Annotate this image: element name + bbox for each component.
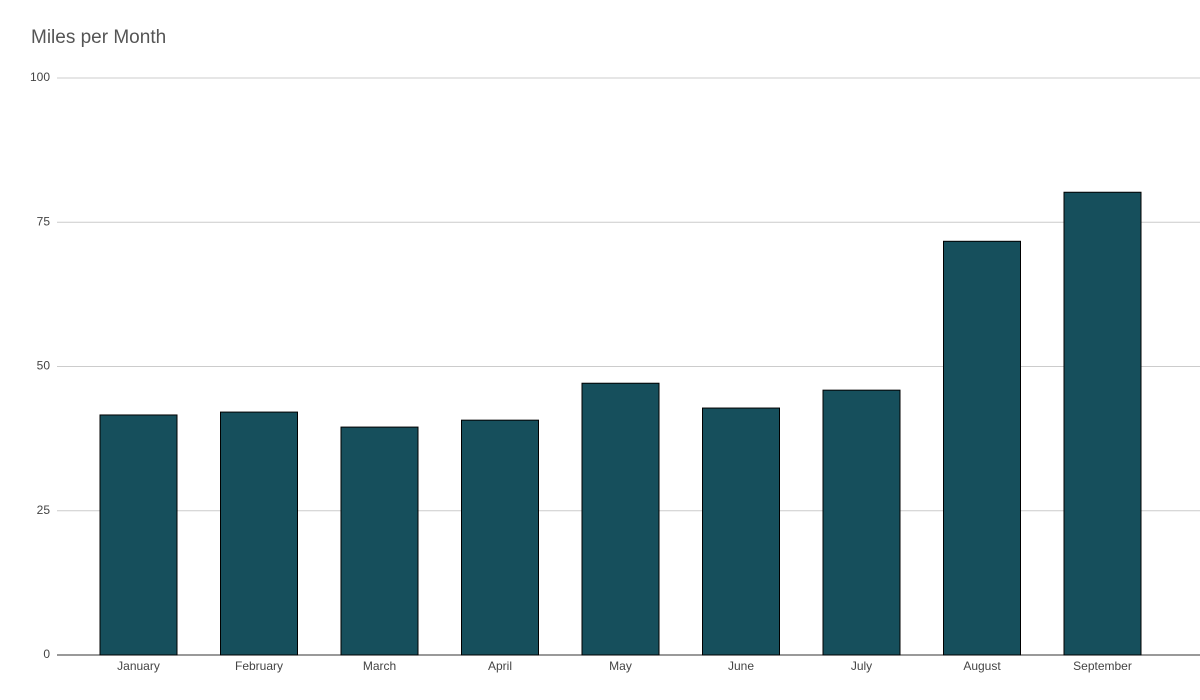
bar: [1063, 191, 1142, 656]
x-tick-label: June: [728, 659, 754, 673]
x-tick-label: August: [963, 659, 1001, 673]
bar: [461, 419, 539, 656]
bar: [340, 426, 419, 656]
y-tick-label: 75: [37, 214, 51, 228]
y-tick-label: 0: [43, 647, 50, 661]
bar: [943, 240, 1021, 656]
x-tick-label: January: [117, 659, 160, 673]
chart-title: Miles per Month: [31, 27, 166, 48]
bar: [220, 411, 298, 656]
x-tick-label: September: [1073, 659, 1132, 673]
bar: [581, 382, 660, 656]
y-tick-label: 25: [37, 503, 51, 517]
x-tick-label: February: [235, 659, 283, 673]
x-tick-label: March: [363, 659, 396, 673]
y-tick-label: 100: [30, 70, 50, 84]
x-tick-label: April: [488, 659, 512, 673]
bar: [702, 407, 780, 656]
bar: [822, 389, 901, 656]
y-tick-label: 50: [37, 359, 51, 373]
bar: [99, 414, 178, 656]
x-tick-label: May: [609, 659, 632, 673]
x-tick-label: July: [851, 659, 872, 673]
